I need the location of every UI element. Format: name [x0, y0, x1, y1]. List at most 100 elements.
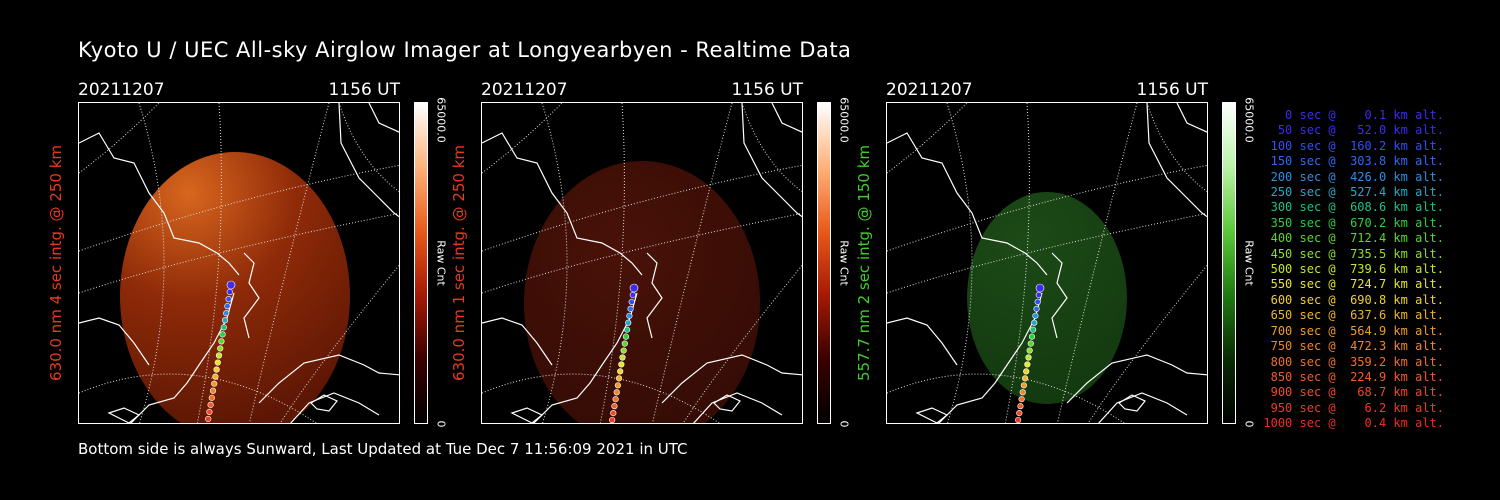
colorbar-unit-label: Raw Cnt — [837, 240, 851, 286]
colorbar-max-label: 65000.0 — [434, 97, 448, 143]
trajectory-point — [620, 347, 627, 354]
legend-row: 700 sec @ 564.9 km alt. — [1263, 323, 1444, 338]
legend-row: 50 sec @ 52.0 km alt. — [1263, 123, 1444, 138]
legend-row: 650 sec @ 637.6 km alt. — [1263, 308, 1444, 323]
trajectory-point — [1025, 354, 1032, 361]
trajectory-point — [1024, 361, 1031, 368]
trajectory-point — [226, 280, 236, 290]
trajectory-point — [1015, 416, 1022, 423]
legend-row: 850 sec @ 224.9 km alt. — [1263, 369, 1444, 384]
trajectory-point — [612, 396, 619, 403]
lat-lon-grid — [887, 103, 1207, 423]
trajectory-point — [622, 333, 630, 340]
legend-row: 800 sec @ 359.2 km alt. — [1263, 354, 1444, 369]
trajectory-point — [223, 310, 230, 317]
allsky-image — [886, 102, 1208, 424]
trajectory-point — [609, 416, 616, 423]
panel-wavelength-label: 630.0 nm 1 sec intg. @ 250 km — [450, 144, 468, 382]
colorbar — [414, 102, 428, 424]
trajectory-point — [1035, 283, 1045, 293]
trajectory-point — [206, 408, 213, 416]
trajectory-point — [1021, 375, 1029, 382]
trajectory-point — [619, 354, 626, 361]
trajectory-point — [611, 403, 618, 410]
airglow-panel-557nm-2sec: 20211207 1156 UT 557.7 nm 2 sec intg. @ … — [855, 80, 1286, 430]
legend-row: 500 sec @ 739.6 km alt. — [1263, 262, 1444, 277]
trajectory-point — [209, 387, 217, 394]
trajectory — [609, 283, 639, 423]
panel-date: 20211207 — [481, 80, 568, 100]
legend-row: 150 sec @ 303.8 km alt. — [1263, 154, 1444, 169]
trajectory-point — [615, 375, 623, 382]
colorbar-min-label: 0 — [434, 420, 448, 428]
page-title: Kyoto U / UEC All-sky Airglow Imager at … — [78, 38, 852, 62]
legend-row: 950 sec @ 6.2 km alt. — [1263, 400, 1444, 415]
colorbar-unit-label: Raw Cnt — [434, 240, 448, 286]
trajectory-point — [214, 359, 221, 366]
legend-row: 250 sec @ 527.4 km alt. — [1263, 185, 1444, 200]
trajectory-point — [1028, 333, 1036, 340]
panel-date: 20211207 — [78, 80, 165, 100]
airglow-image — [120, 152, 350, 423]
trajectory — [205, 280, 236, 423]
trajectory-point — [226, 288, 233, 296]
trajectory-point — [205, 415, 212, 423]
legend-row: 400 sec @ 712.4 km alt. — [1263, 231, 1444, 246]
trajectory-legend: 0 sec @ 0.1 km alt. 50 sec @ 52.0 km alt… — [1248, 108, 1444, 432]
trajectory-point — [618, 361, 625, 368]
trajectory-point — [610, 410, 617, 417]
legend-row: 200 sec @ 426.0 km alt. — [1263, 169, 1444, 184]
panel-time: 1156 UT — [328, 80, 401, 100]
trajectory-point — [627, 305, 634, 312]
legend-row: 450 sec @ 735.5 km alt. — [1263, 246, 1444, 261]
trajectory-point — [1030, 326, 1037, 333]
panel-time: 1156 UT — [1136, 80, 1209, 100]
panel-wavelength-label: 557.7 nm 2 sec intg. @ 150 km — [855, 144, 873, 382]
trajectory-point — [1023, 368, 1030, 375]
panel-date: 20211207 — [886, 80, 973, 100]
trajectory-point — [206, 422, 208, 423]
trajectory-point — [1031, 319, 1038, 326]
trajectory-point — [613, 389, 620, 396]
trajectory-point — [617, 368, 624, 375]
panel-time: 1156 UT — [731, 80, 804, 100]
allsky-map — [887, 103, 1207, 423]
lat-lon-grid — [79, 103, 399, 423]
airglow-panel-630nm-1sec: 20211207 1156 UT 630.0 nm 1 sec intg. @ … — [450, 80, 881, 430]
trajectory-point — [215, 352, 223, 359]
trajectory-point — [1020, 382, 1027, 389]
trajectory-point — [1034, 298, 1041, 305]
legend-row: 900 sec @ 68.7 km alt. — [1263, 385, 1444, 400]
trajectory-point — [217, 345, 224, 352]
panel-wavelength-label: 630.0 nm 4 sec intg. @ 250 km — [47, 144, 65, 382]
trajectory-point — [1027, 340, 1034, 347]
colorbar — [817, 102, 831, 424]
trajectory-point — [614, 382, 621, 389]
legend-row: 100 sec @ 160.2 km alt. — [1263, 138, 1444, 153]
trajectory-point — [1017, 403, 1024, 410]
trajectory-point — [624, 326, 631, 333]
allsky-map — [79, 103, 399, 423]
trajectory-point — [212, 373, 219, 380]
trajectory-point — [220, 324, 227, 331]
footer-status: Bottom side is always Sunward, Last Upda… — [78, 440, 688, 458]
trajectory-point — [208, 394, 215, 401]
trajectory-point — [1033, 305, 1040, 312]
legend-row: 750 sec @ 472.3 km alt. — [1263, 339, 1444, 354]
allsky-image — [481, 102, 803, 424]
trajectory-point — [1019, 389, 1026, 396]
legend-row: 600 sec @ 690.8 km alt. — [1263, 292, 1444, 307]
trajectory-point — [629, 291, 636, 299]
lat-lon-grid — [482, 103, 802, 423]
legend-row: 0 sec @ 0.1 km alt. — [1263, 108, 1444, 122]
airglow-image — [524, 161, 760, 423]
colorbar-min-label: 0 — [837, 420, 851, 428]
trajectory-point — [224, 303, 231, 310]
trajectory-point — [221, 317, 229, 324]
trajectory-point — [629, 283, 639, 293]
legend-row: 550 sec @ 724.7 km alt. — [1263, 277, 1444, 292]
trajectory-point — [621, 340, 628, 347]
airglow-image — [967, 192, 1127, 404]
legend-row: 300 sec @ 608.6 km alt. — [1263, 200, 1444, 215]
colorbar-max-label: 65000.0 — [837, 97, 851, 143]
